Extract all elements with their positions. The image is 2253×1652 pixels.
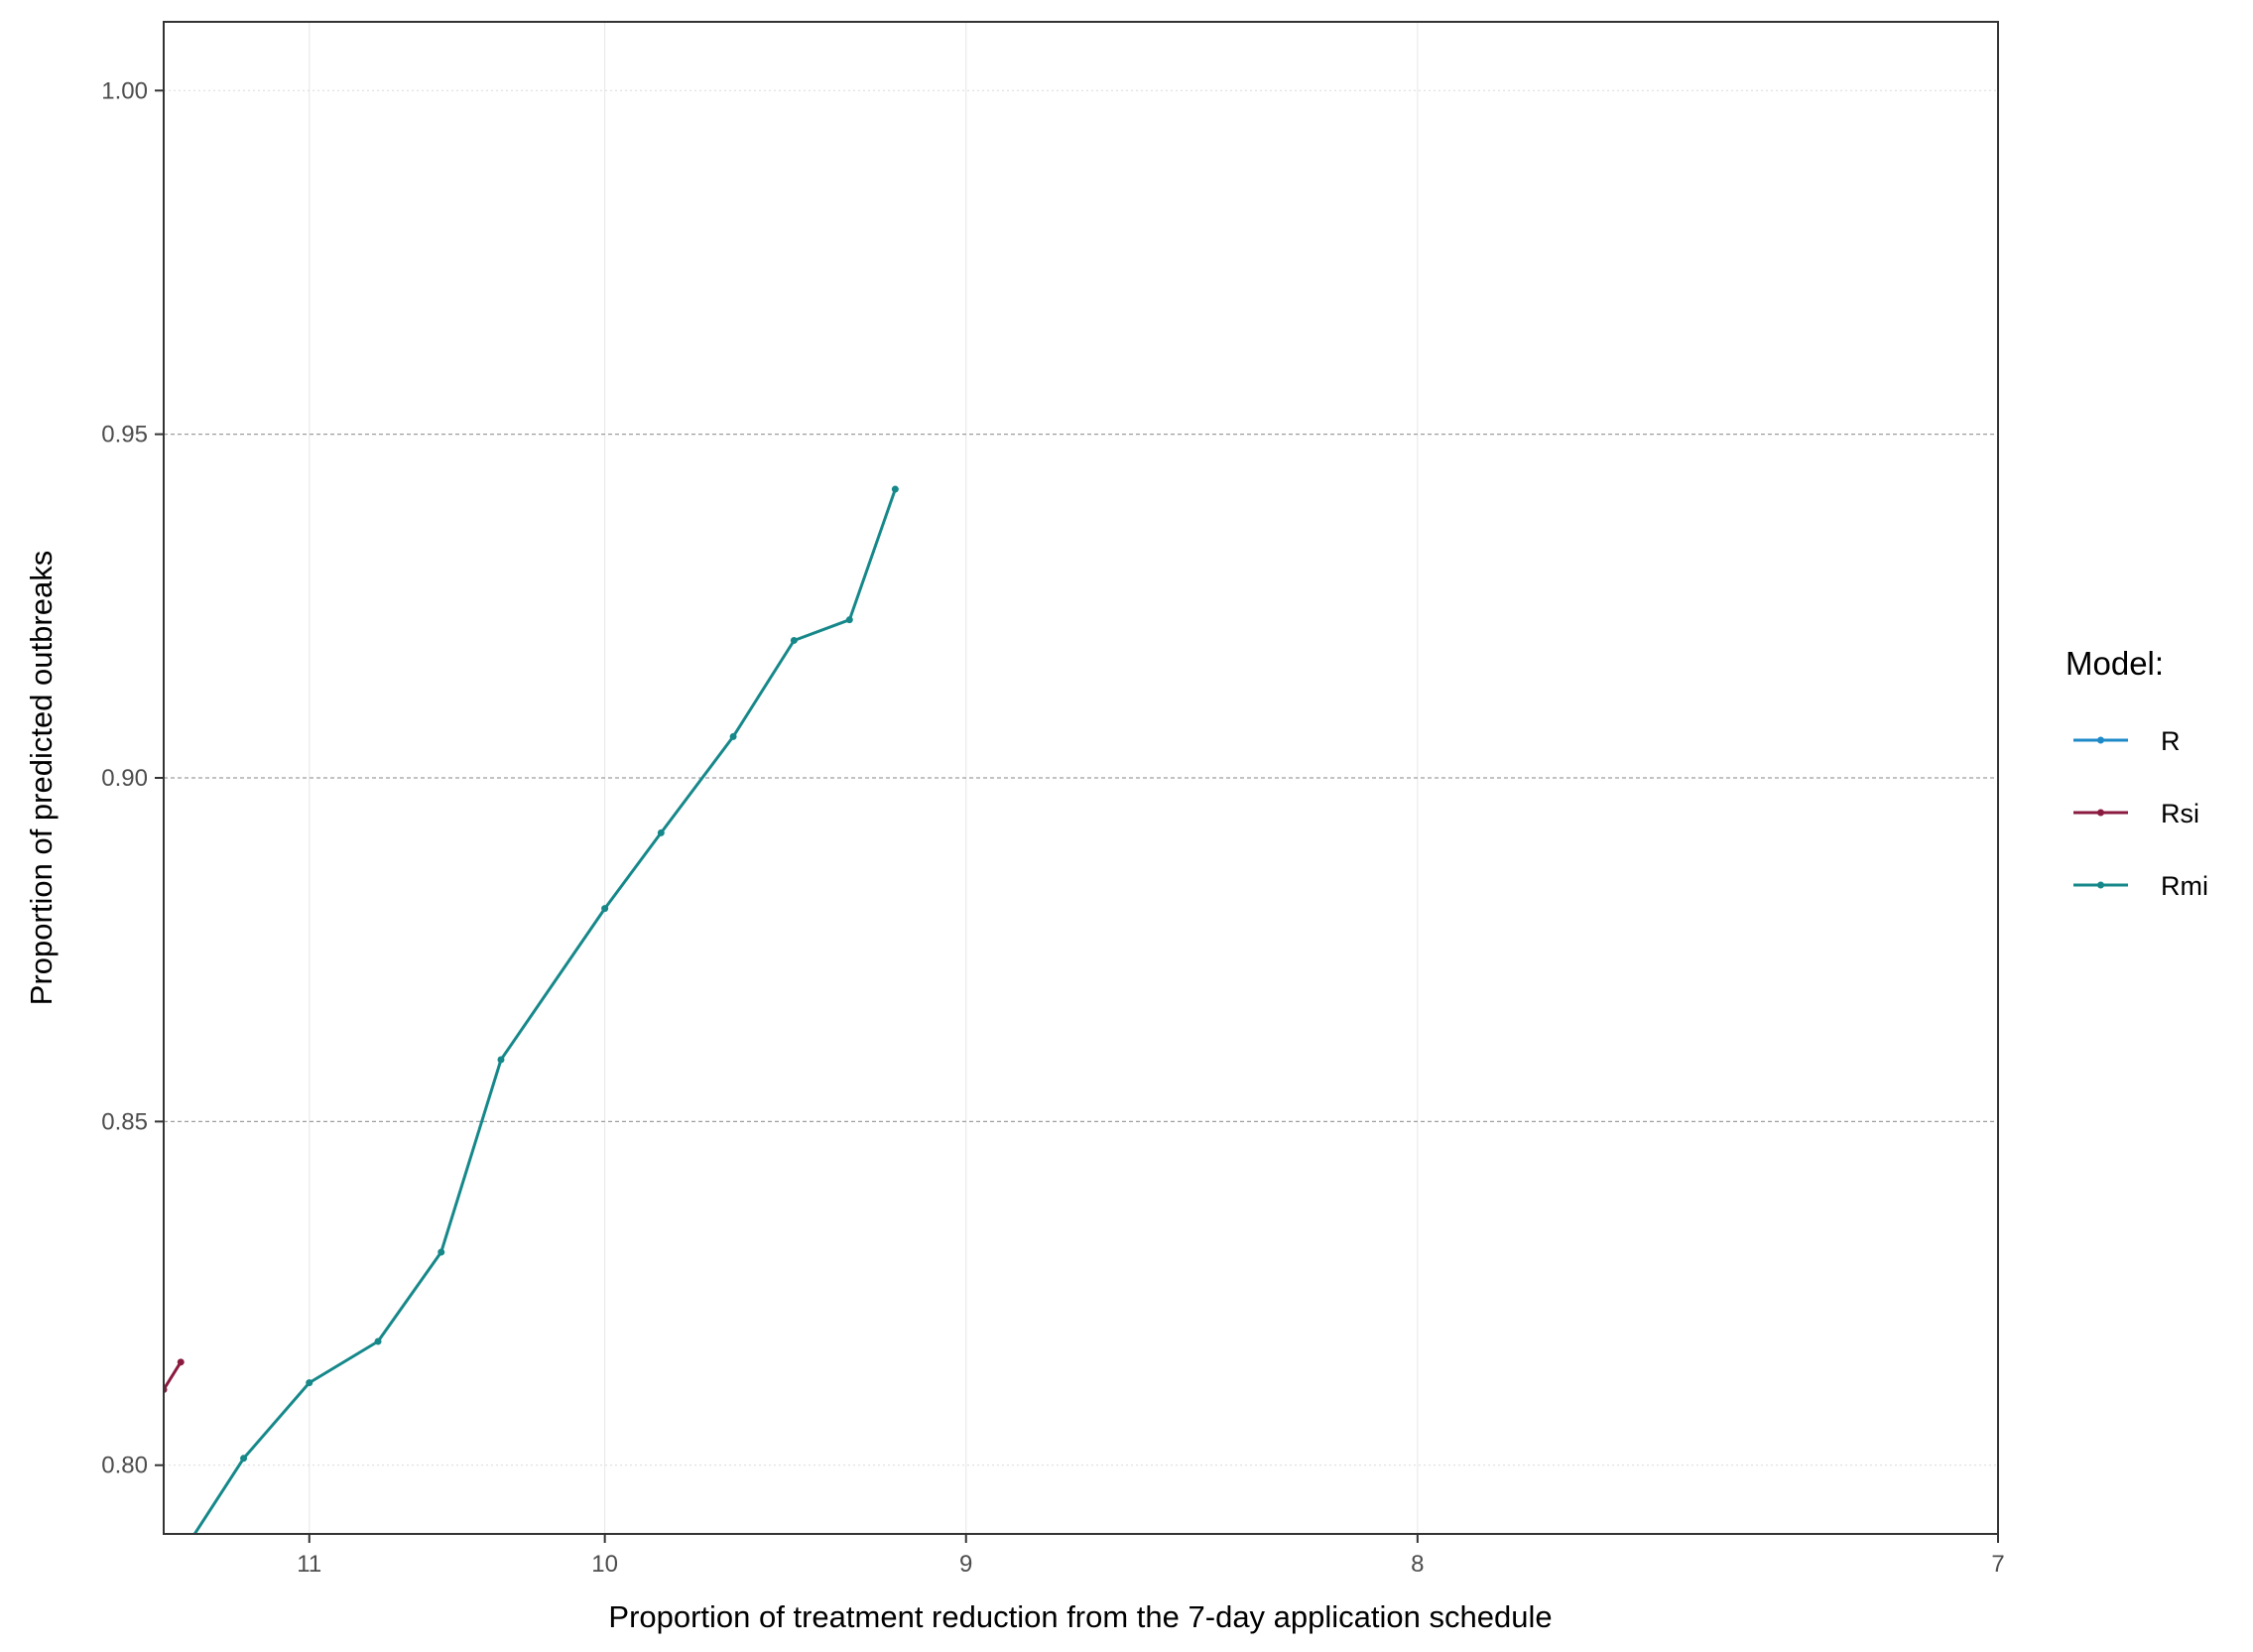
- legend-label-rsi: Rsi: [2161, 799, 2199, 828]
- data-point-rmi: [891, 485, 899, 493]
- y-axis-title: Proportion of predicted outbreaks: [24, 551, 59, 1005]
- x-tick-label: 7: [1991, 1551, 2004, 1578]
- legend-title: Model:: [2065, 645, 2164, 682]
- y-tick-label: 0.95: [101, 422, 148, 448]
- y-tick-label: 0.90: [101, 765, 148, 792]
- data-point-rmi: [657, 828, 665, 836]
- data-point-rmi: [438, 1248, 445, 1256]
- x-tick-label: 11: [297, 1551, 321, 1578]
- legend: Model: R Rsi Rmi: [2065, 645, 2208, 901]
- data-point-rmi: [374, 1337, 382, 1345]
- x-tick-label: 8: [1411, 1551, 1424, 1578]
- series-line-rsi: [164, 1361, 183, 1391]
- axis-ticks: 11 10 9 8 7 0.80 0.85 0.90 0.95 1.00: [101, 77, 2004, 1578]
- data-point-rmi: [240, 1455, 248, 1462]
- data-point-rmi: [729, 732, 737, 740]
- series-line-rmi: [192, 488, 897, 1534]
- data-point-rmi: [497, 1056, 505, 1064]
- x-tick-label: 9: [959, 1551, 972, 1578]
- data-point-rmi: [306, 1379, 313, 1387]
- data-point-rmi: [790, 636, 798, 644]
- data-point-rmi: [601, 905, 609, 913]
- x-axis-title: Proportion of treatment reduction from t…: [608, 1599, 1552, 1634]
- data-point-rmi: [845, 616, 853, 624]
- legend-key-point-r: [2097, 736, 2104, 744]
- legend-label-r: R: [2161, 726, 2181, 756]
- y-tick-label: 0.80: [101, 1453, 148, 1479]
- data-point-rsi: [177, 1358, 185, 1366]
- y-tick-label: 0.85: [101, 1108, 148, 1135]
- legend-key-point-rsi: [2097, 809, 2104, 817]
- legend-label-rmi: Rmi: [2161, 871, 2208, 901]
- y-tick-label: 1.00: [101, 77, 148, 104]
- legend-key-point-rmi: [2097, 881, 2104, 889]
- x-tick-label: 10: [591, 1551, 618, 1578]
